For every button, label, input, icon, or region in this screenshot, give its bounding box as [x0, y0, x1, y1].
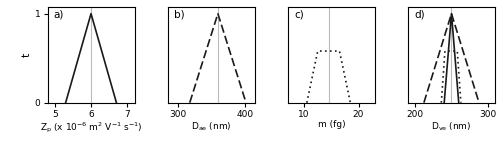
X-axis label: m (fg): m (fg): [318, 120, 345, 129]
Text: a): a): [54, 9, 64, 19]
X-axis label: D$_\mathrm{ae}$ (nm): D$_\mathrm{ae}$ (nm): [191, 120, 232, 133]
Text: b): b): [174, 9, 184, 19]
Y-axis label: t: t: [22, 52, 32, 57]
Text: c): c): [294, 9, 304, 19]
X-axis label: D$_\mathrm{ve}$ (nm): D$_\mathrm{ve}$ (nm): [431, 120, 472, 133]
Text: d): d): [414, 9, 424, 19]
X-axis label: Z$_\mathrm{p}$ (x 10$^{-6}$ m$^2$ V$^{-1}$ s$^{-1}$): Z$_\mathrm{p}$ (x 10$^{-6}$ m$^2$ V$^{-1…: [40, 120, 142, 134]
